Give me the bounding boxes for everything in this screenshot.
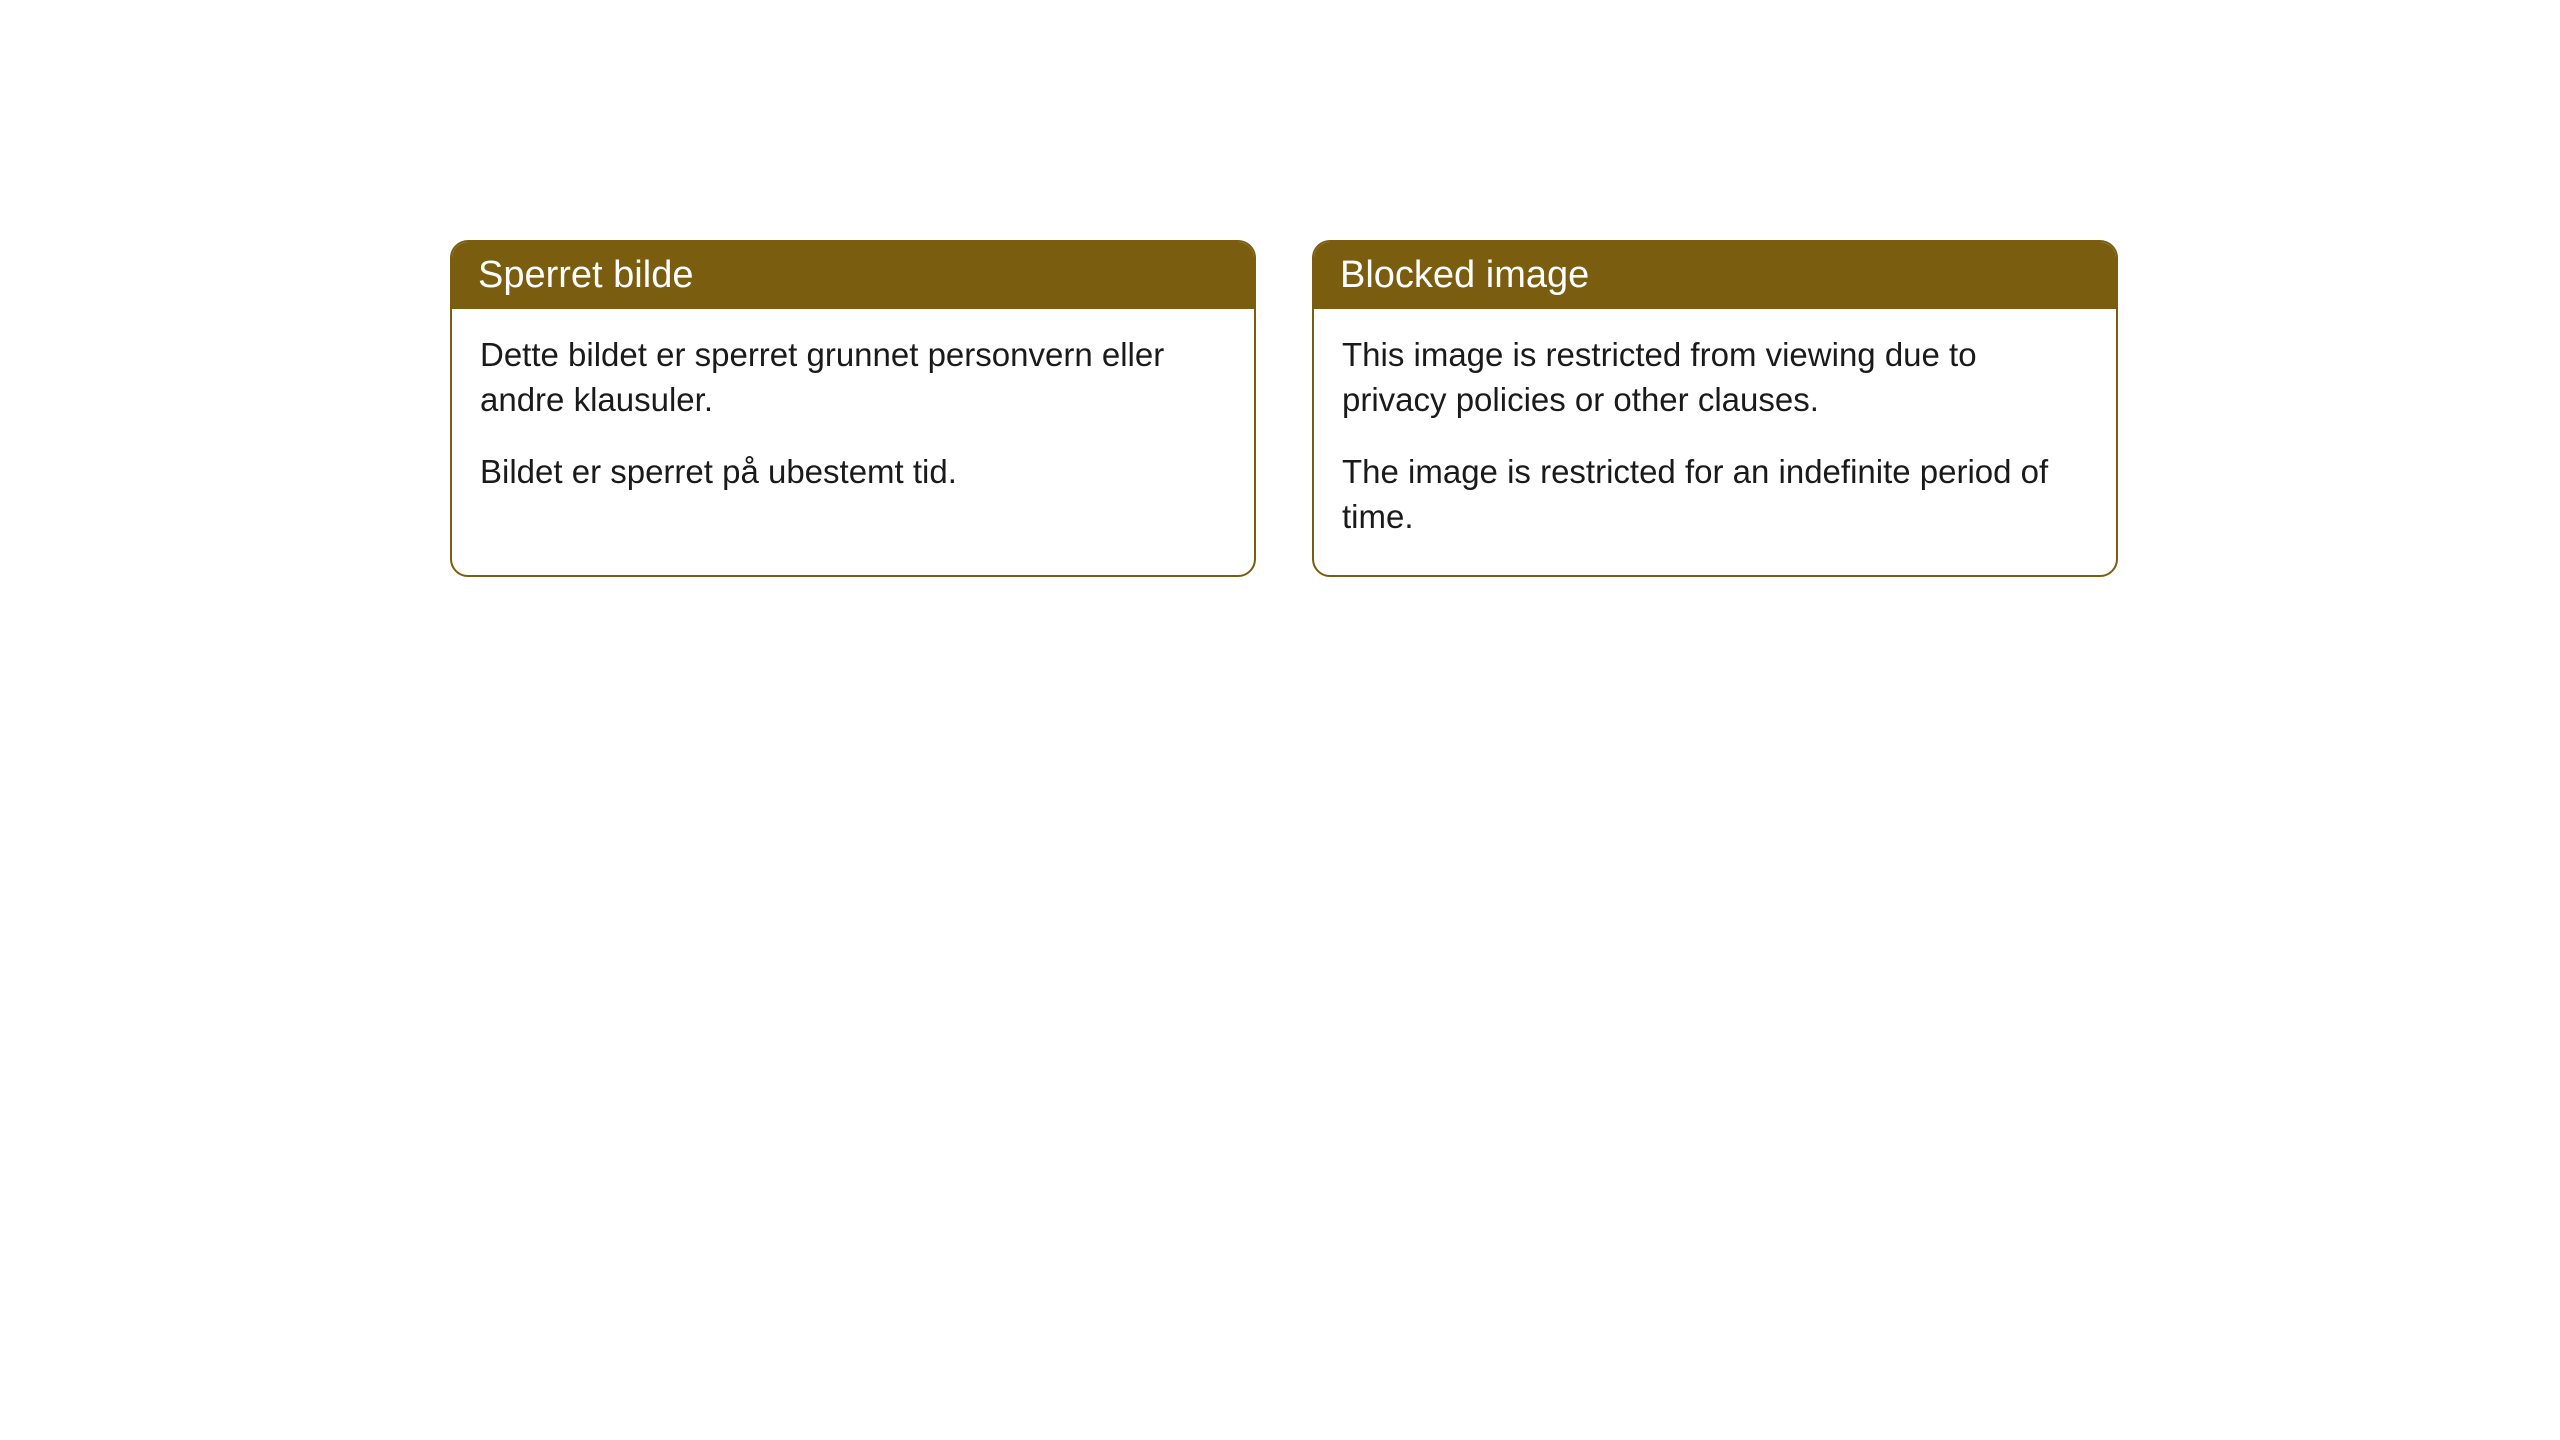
notice-container: Sperret bilde Dette bildet er sperret gr… [0, 0, 2560, 577]
card-header-english: Blocked image [1314, 242, 2116, 309]
blocked-image-card-english: Blocked image This image is restricted f… [1312, 240, 2118, 577]
card-body-norwegian: Dette bildet er sperret grunnet personve… [452, 309, 1254, 531]
notice-paragraph: Bildet er sperret på ubestemt tid. [480, 450, 1226, 495]
blocked-image-card-norwegian: Sperret bilde Dette bildet er sperret gr… [450, 240, 1256, 577]
card-body-english: This image is restricted from viewing du… [1314, 309, 2116, 575]
notice-paragraph: Dette bildet er sperret grunnet personve… [480, 333, 1226, 422]
notice-paragraph: The image is restricted for an indefinit… [1342, 450, 2088, 539]
card-title: Sperret bilde [478, 254, 693, 296]
card-header-norwegian: Sperret bilde [452, 242, 1254, 309]
card-title: Blocked image [1340, 254, 1589, 296]
notice-paragraph: This image is restricted from viewing du… [1342, 333, 2088, 422]
